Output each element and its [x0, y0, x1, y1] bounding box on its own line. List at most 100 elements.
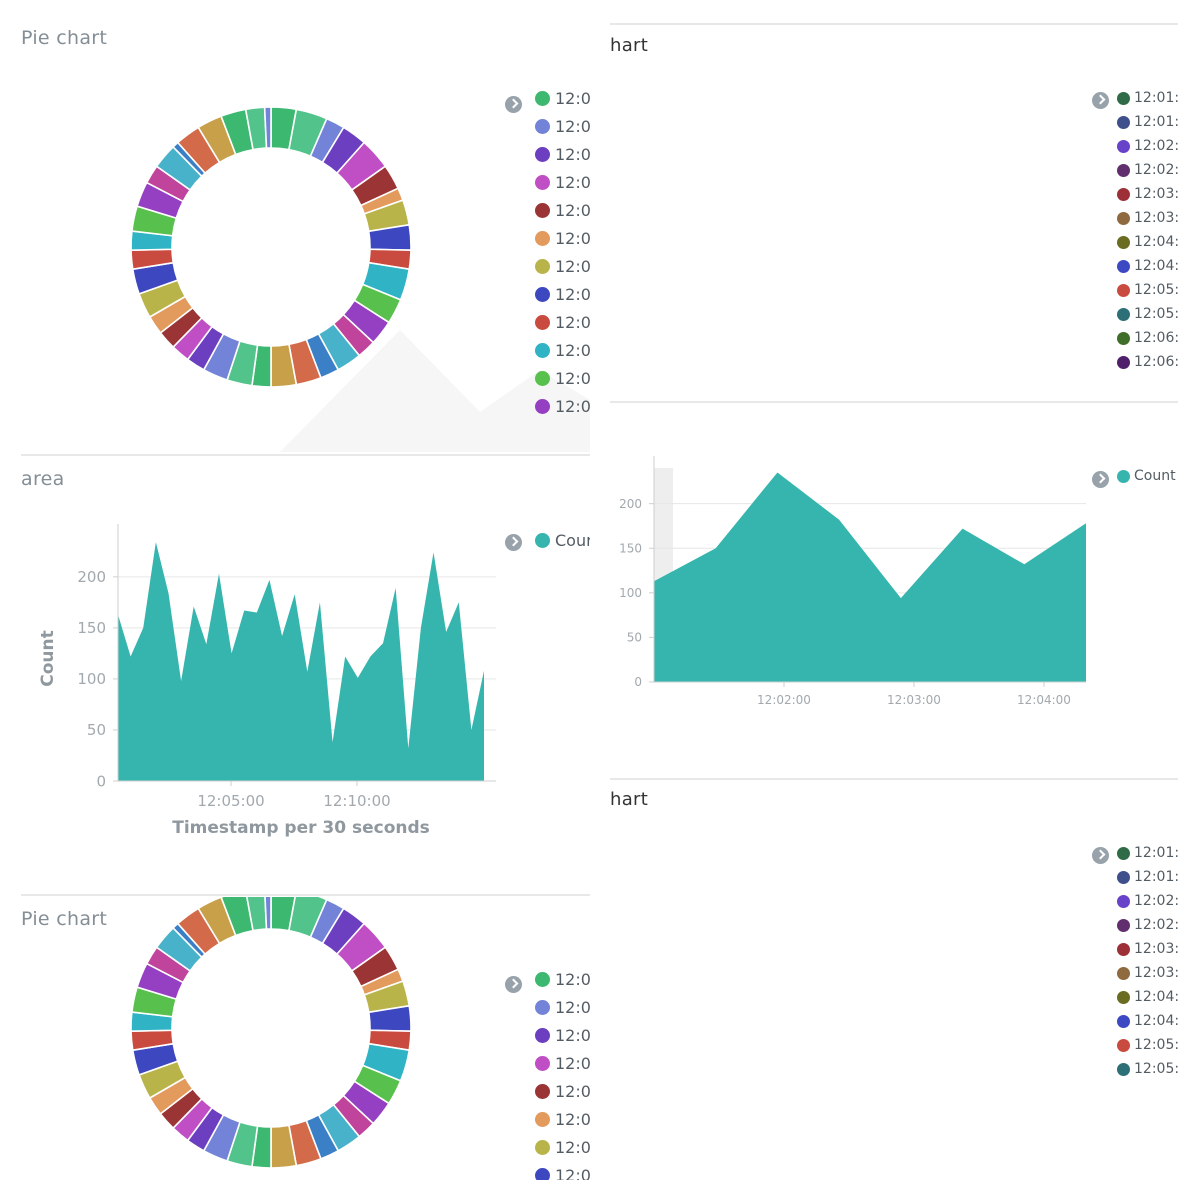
legend-item[interactable]: 12:03:	[1117, 206, 1178, 230]
legend-label: Count	[1134, 468, 1176, 484]
legend-color-dot	[535, 532, 550, 548]
legend-color-dot	[1117, 307, 1130, 321]
legend-item[interactable]: 12:05:	[1117, 1033, 1178, 1057]
area-series-count[interactable]	[654, 472, 1086, 682]
background-watermark	[280, 330, 590, 452]
legend-item[interactable]: 12:06:	[1117, 350, 1178, 374]
legend: 12:0 12:0 12:0 12:0 12:0 12:0 12:0 12:0 12:0 12:0…	[535, 84, 590, 420]
legend-item[interactable]: 12:04:	[1117, 254, 1178, 278]
legend-item[interactable]: 12:02:	[1117, 913, 1178, 937]
legend-item[interactable]: 12:01:	[1117, 86, 1178, 110]
legend-label: 12:0	[555, 1109, 590, 1129]
legend-item[interactable]: 12:0	[535, 140, 590, 168]
donut-slices	[130, 106, 412, 388]
legend-item[interactable]: 12:02:	[1117, 158, 1178, 182]
legend-item[interactable]: 12:0	[535, 1077, 590, 1105]
legend-color-dot	[535, 314, 550, 330]
legend-item[interactable]: 12:05:	[1117, 1057, 1178, 1081]
legend-color-dot	[1117, 283, 1130, 297]
legend-item[interactable]: 12:0	[535, 993, 590, 1021]
legend-item[interactable]: 12:03:	[1117, 961, 1178, 985]
legend-item[interactable]: 12:0	[535, 1049, 590, 1077]
legend-toggle-icon[interactable]	[505, 96, 522, 113]
legend-color-dot	[1117, 187, 1130, 201]
legend-item[interactable]: 12:0	[535, 336, 590, 364]
legend-color-dot	[1117, 163, 1130, 177]
legend-label: 12:0	[555, 312, 590, 332]
pie-slice[interactable]	[263, 106, 272, 149]
legend-item[interactable]: 12:0	[535, 252, 590, 280]
legend-label: 12:0	[555, 88, 590, 108]
legend-toggle-icon[interactable]	[1092, 847, 1109, 864]
legend-label: 12:0	[555, 1165, 590, 1181]
legend-item[interactable]: 12:01:	[1117, 865, 1178, 889]
legend-item[interactable]: 12:01:	[1117, 110, 1178, 134]
legend-color-dot	[1117, 918, 1130, 932]
legend-label: 12:02:	[1134, 893, 1178, 909]
panel-divider	[610, 778, 1178, 780]
legend-toggle-icon[interactable]	[1092, 92, 1109, 109]
legend-label: 12:0	[555, 200, 590, 220]
legend-item[interactable]: 12:0	[535, 1105, 590, 1133]
legend-label: 12:01:	[1134, 114, 1178, 130]
legend-item[interactable]: 12:01:	[1117, 841, 1178, 865]
legend-item[interactable]: 12:0	[535, 196, 590, 224]
legend-item[interactable]: 12:0	[535, 1161, 590, 1180]
legend-label: 12:05:	[1134, 282, 1178, 298]
y-tick-label: 50	[627, 631, 642, 645]
panel-title: hart	[610, 789, 649, 810]
legend-item[interactable]: 12:0	[535, 308, 590, 336]
pie-slice[interactable]	[264, 897, 272, 930]
legend-item[interactable]: 12:0	[535, 1133, 590, 1161]
legend-item[interactable]: 12:02:	[1117, 134, 1178, 158]
legend: 12:01: 12:01: 12:02: 12:02: 12:03: 12:03: 12:0…	[1117, 86, 1178, 374]
legend-label: 12:0	[555, 144, 590, 164]
legend-item[interactable]: 12:0	[535, 364, 590, 392]
legend-item[interactable]: 12:0	[535, 112, 590, 140]
legend-item[interactable]: 12:05:	[1117, 278, 1178, 302]
legend-label: 12:0	[555, 1081, 590, 1101]
y-tick-label: 100	[77, 670, 106, 688]
legend-item[interactable]: 12:04:	[1117, 1009, 1178, 1033]
legend: 12:0 12:0 12:0 12:0 12:0 12:0 12:0 12:0	[535, 965, 590, 1180]
area-series-count[interactable]	[118, 542, 484, 781]
chart-panel-top-right: hart 12:01: 12:01: 12:02: 12:02: 12:03: 12:03…	[610, 26, 1178, 400]
legend-toggle-icon[interactable]	[505, 534, 522, 551]
legend-label: 12:01:	[1134, 869, 1178, 885]
legend-item[interactable]: 12:03:	[1117, 182, 1178, 206]
legend-item[interactable]: Cour	[535, 526, 590, 554]
legend-color-dot	[1117, 1014, 1130, 1028]
legend-item[interactable]: 12:04:	[1117, 230, 1178, 254]
legend: 12:01: 12:01: 12:02: 12:02: 12:03: 12:03: 12:0…	[1117, 841, 1178, 1081]
legend-label: 12:01:	[1134, 90, 1178, 106]
legend-label: 12:0	[555, 228, 590, 248]
donut-slices	[130, 897, 412, 1169]
legend-label: 12:02:	[1134, 138, 1178, 154]
legend-toggle-icon[interactable]	[1092, 471, 1109, 488]
legend-item[interactable]: 12:06:	[1117, 326, 1178, 350]
legend-item[interactable]: 12:0	[535, 280, 590, 308]
legend-label: 12:01:	[1134, 845, 1178, 861]
legend-item[interactable]: Count	[1117, 464, 1178, 488]
legend-color-dot	[1117, 469, 1130, 483]
legend-color-dot	[535, 174, 550, 190]
legend-toggle-icon[interactable]	[505, 976, 522, 993]
legend-item[interactable]: 12:0	[535, 84, 590, 112]
legend-item[interactable]: 12:0	[535, 224, 590, 252]
legend-item[interactable]: 12:05:	[1117, 302, 1178, 326]
legend-label: 12:03:	[1134, 965, 1178, 981]
legend-item[interactable]: 12:03:	[1117, 937, 1178, 961]
legend-item[interactable]: 12:0	[535, 392, 590, 420]
area-chart-plot: 0 50 100 150 200 12:05:00 12:10:00 Timestamp pe…	[38, 524, 496, 838]
legend-item[interactable]: 12:0	[535, 965, 590, 993]
legend-label: 12:04:	[1134, 989, 1178, 1005]
legend-item[interactable]: 12:0	[535, 168, 590, 196]
legend-item[interactable]: 12:02:	[1117, 889, 1178, 913]
legend-item[interactable]: 12:04:	[1117, 985, 1178, 1009]
x-axis-title: Timestamp per 30 seconds	[172, 818, 430, 838]
legend-color-dot	[1117, 1038, 1130, 1052]
legend-label: 12:0	[555, 396, 590, 416]
pie-chart-top	[130, 106, 590, 452]
legend-color-dot	[535, 971, 550, 987]
legend-item[interactable]: 12:0	[535, 1021, 590, 1049]
